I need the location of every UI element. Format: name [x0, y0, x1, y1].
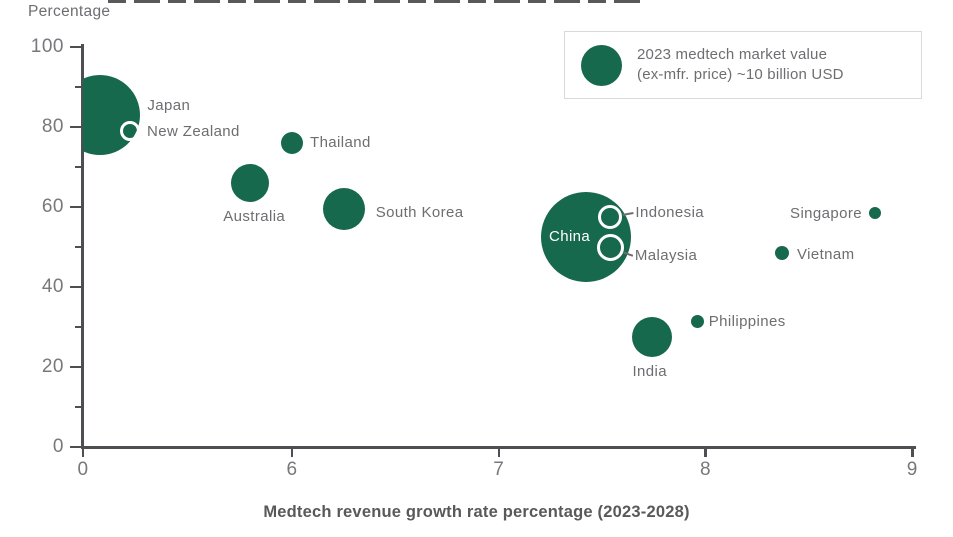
y-axis-line — [81, 44, 84, 449]
label-australia: Australia — [223, 208, 286, 225]
y-tick-40 — [70, 285, 82, 289]
label-thailand: Thailand — [310, 134, 371, 151]
plot-area: Japan New Zealand Thailand Australia South K… — [83, 44, 928, 448]
legend-bubble-icon — [581, 44, 622, 86]
y-tick-label-40: 40 — [41, 276, 64, 297]
cropped-title-remnant — [108, 0, 648, 3]
x-tick-label-8: 8 — [699, 459, 712, 480]
bubble-new-zealand — [120, 121, 141, 141]
y-tick-60 — [70, 205, 82, 209]
label-south-korea: South Korea — [375, 204, 464, 221]
x-tick-8 — [704, 448, 707, 457]
x-tick-6 — [290, 448, 294, 457]
x-tick-label-9: 9 — [906, 459, 918, 480]
y-axis-title: Percentage — [28, 3, 111, 20]
y-tick-label-60: 60 — [41, 196, 64, 217]
label-india: India — [632, 363, 667, 380]
y-minor-tick-70 — [75, 166, 82, 168]
bubble-malaysia — [596, 234, 624, 262]
x-tick-9 — [911, 448, 914, 457]
label-malaysia: Malaysia — [634, 246, 698, 264]
label-vietnam: Vietnam — [796, 246, 855, 263]
y-tick-20 — [70, 365, 82, 369]
y-tick-label-20: 20 — [41, 356, 64, 377]
legend-text: 2023 medtech market value (ex-mfr. price… — [637, 45, 844, 85]
legend-line-2: (ex-mfr. price) ~10 billion USD — [637, 66, 844, 83]
y-minor-tick-30 — [75, 326, 82, 328]
x-axis-line — [81, 446, 916, 449]
x-tick-label-7: 7 — [493, 459, 505, 480]
label-philippines: Philippines — [708, 313, 786, 330]
bubble-south-korea — [322, 188, 365, 230]
y-tick-100 — [70, 45, 82, 49]
label-japan: Japan — [147, 97, 191, 114]
y-tick-label-0: 0 — [52, 436, 64, 457]
x-tick-0 — [81, 448, 85, 457]
y-tick-80 — [70, 125, 82, 129]
legend-line-1: 2023 medtech market value — [637, 46, 828, 63]
x-tick-7 — [497, 448, 501, 457]
label-china: China — [548, 228, 591, 245]
bubble-japan — [83, 75, 141, 155]
bubble-vietnam — [774, 246, 789, 260]
y-minor-tick-10 — [75, 406, 82, 408]
y-tick-label-100: 100 — [30, 36, 64, 57]
bubble-india — [631, 317, 672, 357]
legend-box: 2023 medtech market value (ex-mfr. price… — [564, 31, 922, 99]
bubble-australia — [231, 164, 270, 202]
x-tick-label-6: 6 — [286, 459, 298, 480]
x-tick-label-0: 0 — [77, 459, 89, 480]
x-axis-title: Medtech revenue growth rate percentage (… — [263, 503, 690, 521]
y-tick-label-80: 80 — [41, 116, 64, 137]
y-minor-tick-90 — [75, 86, 82, 88]
label-indonesia: Indonesia — [635, 204, 705, 221]
bubble-thailand — [281, 132, 303, 154]
bubble-indonesia — [598, 205, 623, 229]
label-new-zealand: New Zealand — [147, 123, 240, 140]
label-singapore: Singapore — [790, 205, 863, 222]
y-minor-tick-50 — [75, 246, 82, 248]
bubble-philippines — [690, 314, 704, 328]
y-tick-0 — [70, 445, 82, 449]
bubble-singapore — [869, 207, 882, 219]
